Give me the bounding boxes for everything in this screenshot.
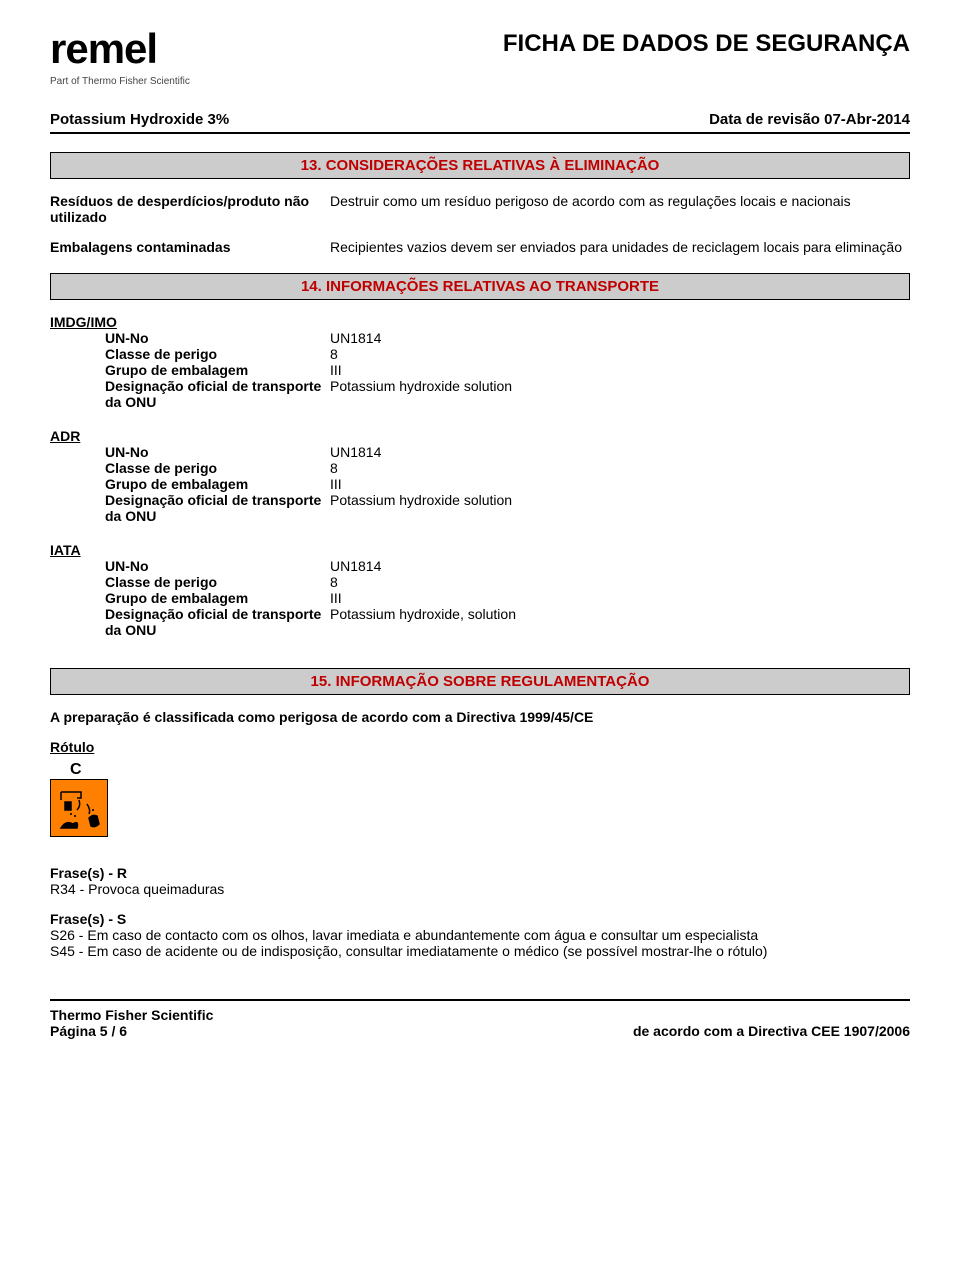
imdg-unno-value: UN1814 xyxy=(330,330,381,346)
iata-classe-value: 8 xyxy=(330,574,338,590)
footer-company: Thermo Fisher Scientific xyxy=(50,1007,213,1023)
iata-table: UN-NoUN1814 Classe de perigo8 Grupo de e… xyxy=(105,558,910,638)
imdg-grupo-label: Grupo de embalagem xyxy=(105,362,330,378)
adr-grupo-value: III xyxy=(330,476,342,492)
embalagens-label: Embalagens contaminadas xyxy=(50,239,330,255)
iata-desig-value: Potassium hydroxide, solution xyxy=(330,606,516,638)
logo-subtext: Part of Thermo Fisher Scientific xyxy=(50,76,190,87)
residuos-label: Resíduos de desperdícios/produto não uti… xyxy=(50,193,330,225)
section-15-header: 15. INFORMAÇÃO SOBRE REGULAMENTAÇÃO xyxy=(50,668,910,695)
embalagens-value: Recipientes vazios devem ser enviados pa… xyxy=(330,239,910,255)
hazard-symbol: C xyxy=(50,761,910,837)
logo-block: remel Part of Thermo Fisher Scientific xyxy=(50,30,190,87)
adr-desig-label: Designação oficial de transporte da ONU xyxy=(105,492,330,524)
iata-classe-label: Classe de perigo xyxy=(105,574,330,590)
frases-s-line-2: S45 - Em caso de acidente ou de indispos… xyxy=(50,943,910,959)
product-name: Potassium Hydroxide 3% xyxy=(50,111,229,128)
adr-classe-value: 8 xyxy=(330,460,338,476)
rotulo-label: Rótulo xyxy=(50,739,910,755)
iata-unno-value: UN1814 xyxy=(330,558,381,574)
iata-grupo-label: Grupo de embalagem xyxy=(105,590,330,606)
adr-unno-label: UN-No xyxy=(105,444,330,460)
classification-text: A preparação é classificada como perigos… xyxy=(50,709,910,725)
frases-s-line-1: S26 - Em caso de contacto com os olhos, … xyxy=(50,927,910,943)
frases-r-line: R34 - Provoca queimaduras xyxy=(50,881,910,897)
logo-text: remel xyxy=(50,25,157,72)
adr-heading: ADR xyxy=(50,428,910,444)
adr-desig-value: Potassium hydroxide solution xyxy=(330,492,512,524)
imdg-classe-label: Classe de perigo xyxy=(105,346,330,362)
footer-directive: de acordo com a Directiva CEE 1907/2006 xyxy=(633,1023,910,1039)
adr-classe-label: Classe de perigo xyxy=(105,460,330,476)
residuos-value: Destruir como um resíduo perigoso de aco… xyxy=(330,193,910,225)
adr-unno-value: UN1814 xyxy=(330,444,381,460)
divider xyxy=(50,132,910,134)
footer-page: Página 5 / 6 xyxy=(50,1023,213,1039)
imdg-grupo-value: III xyxy=(330,362,342,378)
imdg-desig-label: Designação oficial de transporte da ONU xyxy=(105,378,330,410)
frases-s-title: Frase(s) - S xyxy=(50,911,910,927)
imdg-table: UN-NoUN1814 Classe de perigo8 Grupo de e… xyxy=(105,330,910,410)
iata-heading: IATA xyxy=(50,542,910,558)
document-title: FICHA DE DADOS DE SEGURANÇA xyxy=(503,30,910,58)
hazard-pictogram xyxy=(50,779,108,837)
frases-r-title: Frase(s) - R xyxy=(50,865,910,881)
adr-grupo-label: Grupo de embalagem xyxy=(105,476,330,492)
imdg-unno-label: UN-No xyxy=(105,330,330,346)
logo-main: remel xyxy=(50,30,190,68)
iata-desig-label: Designação oficial de transporte da ONU xyxy=(105,606,330,638)
adr-table: UN-NoUN1814 Classe de perigo8 Grupo de e… xyxy=(105,444,910,524)
hazard-letter: C xyxy=(70,761,910,779)
iata-unno-label: UN-No xyxy=(105,558,330,574)
section-13-header: 13. CONSIDERAÇÕES RELATIVAS À ELIMINAÇÃO xyxy=(50,152,910,179)
section-14-header: 14. INFORMAÇÕES RELATIVAS AO TRANSPORTE xyxy=(50,273,910,300)
footer-divider xyxy=(50,999,910,1001)
imdg-heading: IMDG/IMO xyxy=(50,314,910,330)
imdg-classe-value: 8 xyxy=(330,346,338,362)
imdg-desig-value: Potassium hydroxide solution xyxy=(330,378,512,410)
revision-date: Data de revisão 07-Abr-2014 xyxy=(709,111,910,128)
iata-grupo-value: III xyxy=(330,590,342,606)
